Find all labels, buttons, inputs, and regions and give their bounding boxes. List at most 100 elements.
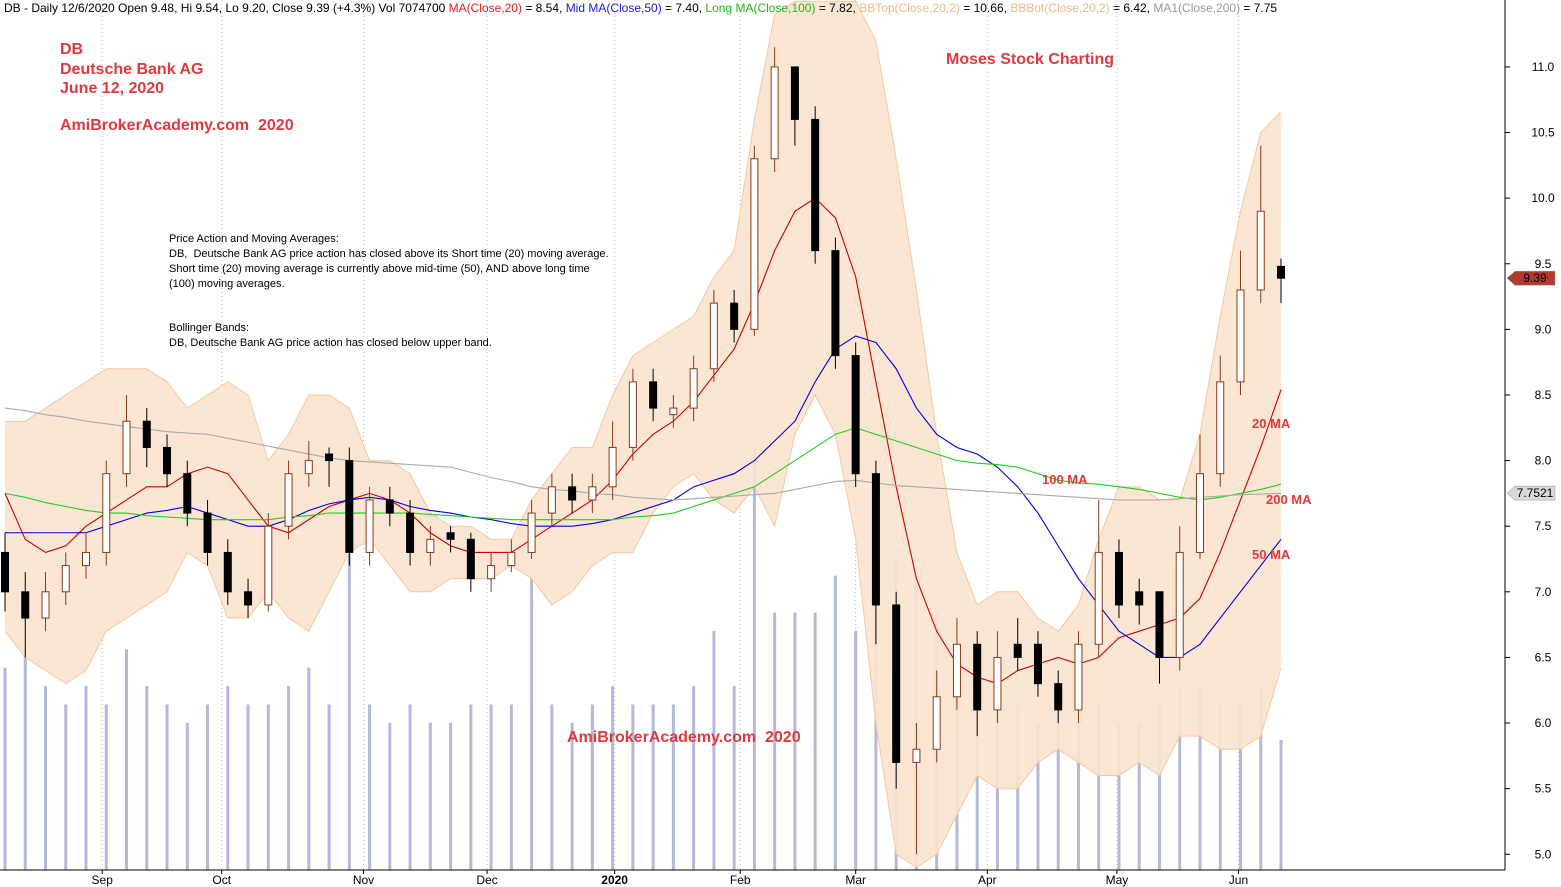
volume-bar [1279, 739, 1283, 870]
volume-bar [530, 575, 534, 870]
volume-bar [408, 704, 412, 870]
volume-bar [854, 630, 858, 870]
note: Price Action and Moving Averages: [169, 233, 339, 245]
candle-body [1074, 643, 1083, 711]
volume-bar [611, 686, 615, 870]
volume-bar [590, 704, 594, 870]
volume-bar [44, 686, 48, 870]
y-tick-label: 6.0 [1535, 716, 1552, 730]
volume-bar [651, 704, 655, 870]
volume-bar [1218, 704, 1222, 870]
volume-bar [1238, 704, 1242, 870]
x-tick-label: Sep [92, 873, 114, 887]
candle-body [1033, 643, 1042, 685]
volume-bar [469, 704, 473, 870]
volume-bar [3, 667, 7, 870]
volume-bar [226, 686, 230, 870]
x-tick-label: Apr [978, 873, 997, 887]
volume-bar [1157, 704, 1161, 870]
volume-bar [125, 649, 129, 870]
ma-label: 200 MA [1266, 492, 1312, 507]
header-part: = 8.54, [522, 1, 566, 15]
candle-body [588, 486, 597, 501]
candle-body [1195, 473, 1204, 553]
candle-body [507, 551, 516, 567]
brand: Moses Stock Charting [946, 51, 1114, 68]
volume-bar [23, 649, 27, 870]
volume-bar [975, 686, 979, 870]
y-tick-label: 11.0 [1532, 60, 1555, 74]
header-part: = 7.40, [662, 1, 706, 15]
volume-bar [287, 686, 291, 870]
moving-average [5, 335, 1282, 658]
volume-bar [185, 722, 189, 870]
candle-body [952, 643, 961, 698]
volume-bar [449, 722, 453, 870]
volume-bar [752, 446, 756, 870]
volume-bar [1056, 704, 1060, 870]
candle-body [730, 302, 739, 330]
y-tick-label: 5.0 [1535, 847, 1552, 861]
candle-body [345, 460, 354, 553]
moving-average [4, 197, 1282, 685]
x-tick-label: Mar [845, 873, 866, 887]
volume-bar [1076, 722, 1080, 870]
candle-body [1236, 289, 1245, 383]
candle-body [284, 473, 293, 527]
y-tick-label: 9.0 [1535, 322, 1552, 336]
volume-bar [327, 704, 331, 870]
candle-body [41, 591, 50, 619]
candle-body [932, 696, 941, 750]
y-tick-label: 5.5 [1535, 782, 1552, 796]
x-tick-label: Jun [1229, 873, 1248, 887]
candle-body [770, 66, 779, 160]
band-edge [5, 0, 1282, 632]
candle-body [547, 486, 556, 514]
volume-bar [833, 575, 837, 870]
candle-body [1175, 551, 1184, 658]
volume-bar [509, 704, 513, 870]
candle-body [831, 250, 840, 357]
candle-body [1155, 591, 1164, 658]
candle-body [912, 748, 921, 763]
volume-bar [1259, 686, 1263, 870]
note: DB, Deutsche Bank AG price action has cl… [169, 248, 609, 260]
candle-body [973, 643, 982, 711]
candle-body [790, 66, 799, 120]
volume-bar [692, 686, 696, 870]
candle-body [871, 473, 880, 606]
volume-bar [773, 612, 777, 870]
candle-body [61, 565, 70, 593]
candle-body [325, 453, 334, 462]
header-part: MA(Close,20) [449, 1, 522, 15]
x-tick-label: Dec [476, 873, 497, 887]
candle-body [709, 302, 718, 370]
y-tick-label: 9.5 [1535, 257, 1552, 271]
site: AmiBrokerAcademy.com 2020 [60, 117, 294, 134]
ma-label: 20 MA [1252, 416, 1291, 431]
candle-body [304, 460, 313, 475]
volume-bar [1117, 722, 1121, 870]
moving-average [4, 407, 1282, 501]
volume-bar [570, 722, 574, 870]
volume-bar [64, 704, 68, 870]
candle-body [244, 591, 253, 606]
header: DB - Daily 12/6/2020 Open 9.48, Hi 9.54,… [4, 1, 1277, 15]
volume-bar [266, 704, 270, 870]
header-part: = 10.66, [960, 1, 1010, 15]
candle-body [527, 512, 536, 553]
candle-body [993, 656, 1002, 711]
volume-bar [813, 612, 817, 870]
volume-bar [84, 686, 88, 870]
x-tick-label: Feb [730, 873, 751, 887]
candle-body [1054, 683, 1063, 711]
header-part: Mid MA(Close,50) [566, 1, 662, 15]
volume-bar [793, 612, 797, 870]
candle-body [1135, 591, 1144, 606]
ma-label: 100 MA [1042, 472, 1088, 487]
header-part: = 7.75 [1240, 1, 1277, 15]
price-marker [1506, 485, 1556, 501]
candle-body [1256, 210, 1265, 291]
candle-body [426, 538, 435, 553]
volume-bar [206, 704, 210, 870]
